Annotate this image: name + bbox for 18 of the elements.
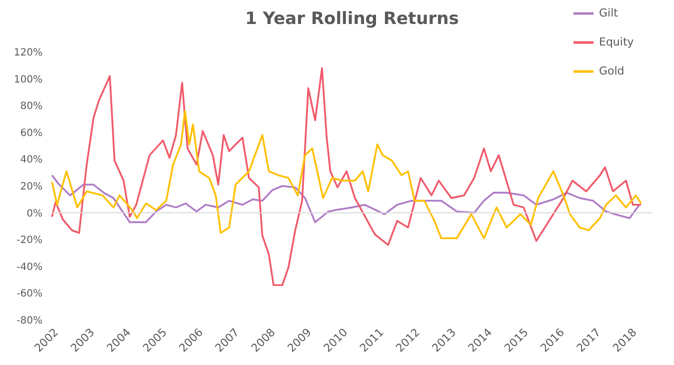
line-series	[51, 67, 642, 286]
chart-title: 1 Year Rolling Returns	[245, 9, 459, 29]
y-tick-label: 80%	[20, 101, 42, 112]
legend-label: Equity	[599, 36, 634, 48]
y-tick-label: -80%	[16, 316, 42, 326]
legend-label: Gold	[599, 64, 624, 78]
y-tick-label: -40%	[16, 262, 42, 273]
y-tick-label: 120%	[14, 48, 42, 58]
y-tick-label: -60%	[16, 288, 42, 300]
y-tick-label: 0%	[26, 208, 42, 220]
y-tick-label: 40%	[20, 154, 42, 166]
y-tick-label: 20%	[20, 182, 42, 192]
line-series	[51, 110, 642, 240]
y-tick-label: -20%	[16, 235, 42, 246]
y-tick-label: 100%	[14, 74, 42, 86]
y-tick-label: 60%	[20, 128, 42, 139]
line-series	[51, 174, 640, 224]
legend-label: Gilt	[599, 6, 619, 20]
